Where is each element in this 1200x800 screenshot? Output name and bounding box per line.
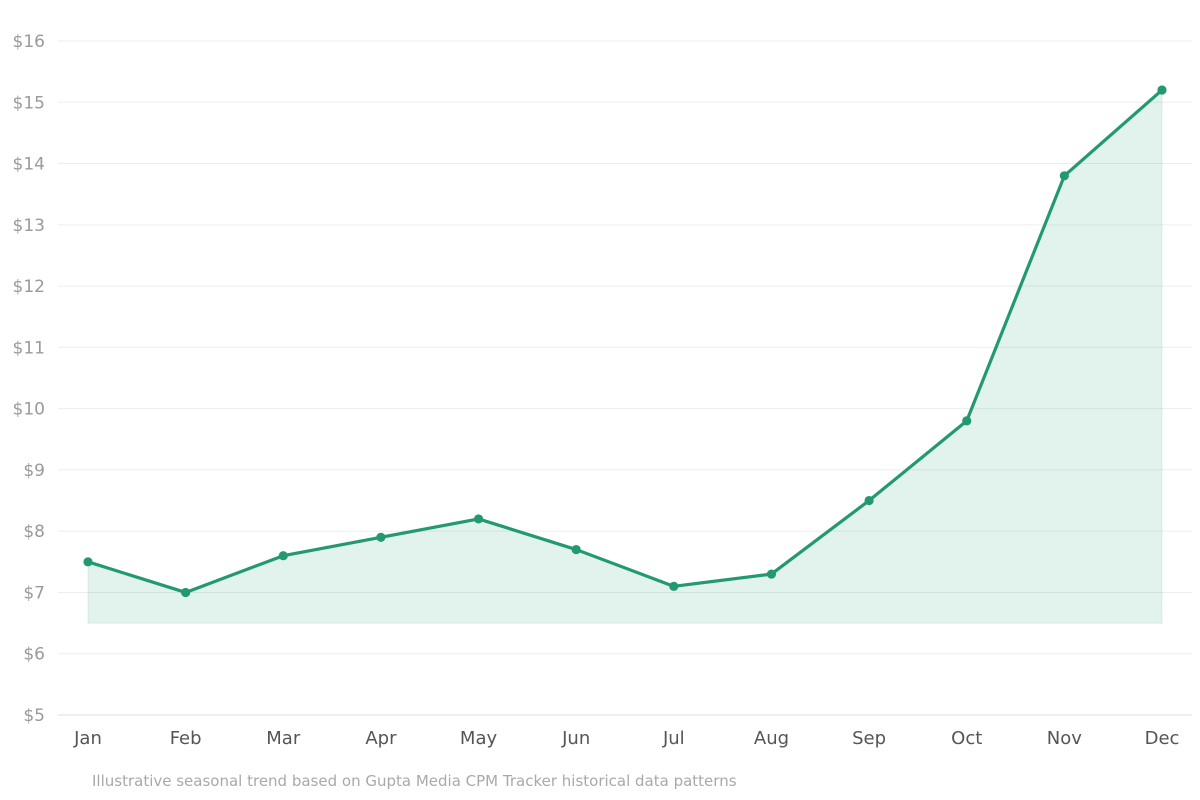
data-point-jun: [571, 544, 581, 555]
y-tick-label: $13: [13, 216, 45, 236]
data-point-feb: [181, 587, 191, 598]
series-line: [86, 88, 1164, 595]
y-tick-label: $5: [23, 706, 45, 726]
y-tick-label: $7: [23, 583, 45, 603]
data-point-nov: [1059, 171, 1069, 181]
chart-caption: Illustrative seasonal trend based on Gup…: [92, 772, 737, 790]
data-point-apr: [376, 532, 386, 542]
data-point-aug: [766, 569, 777, 579]
data-point-jul: [669, 581, 679, 591]
x-tick-label: Jan: [73, 728, 102, 749]
data-point-may: [473, 514, 484, 524]
x-tick-label: Oct: [951, 728, 982, 749]
y-tick-label: $6: [23, 645, 45, 665]
x-tick-label: Aug: [754, 728, 789, 749]
y-tick-label: $8: [23, 522, 45, 542]
x-tick-label: Sep: [852, 728, 886, 749]
x-tick-label: Mar: [266, 728, 301, 749]
x-tick-label: Nov: [1047, 728, 1082, 749]
y-tick-label: $10: [13, 400, 45, 420]
x-tick-label: Dec: [1145, 728, 1180, 749]
data-point-sep: [864, 495, 874, 506]
data-point-jan: [83, 557, 93, 567]
data-point-mar: [278, 551, 288, 561]
y-tick-label: $9: [23, 461, 45, 481]
y-tick-label: $16: [13, 32, 45, 52]
y-tick-label: $14: [13, 155, 45, 175]
y-tick-label: $11: [13, 338, 45, 358]
y-tick-label: $12: [13, 277, 45, 297]
series-area-fill: [87, 88, 1163, 624]
x-tick-label: Apr: [365, 728, 397, 749]
x-tick-label: Feb: [170, 728, 202, 749]
y-tick-label: $15: [13, 93, 45, 113]
x-tick-label: May: [460, 728, 498, 749]
data-point-oct: [962, 416, 972, 426]
x-tick-label: Jun: [561, 728, 590, 749]
data-point-dec: [1157, 85, 1167, 95]
x-tick-label: Jul: [662, 728, 685, 749]
